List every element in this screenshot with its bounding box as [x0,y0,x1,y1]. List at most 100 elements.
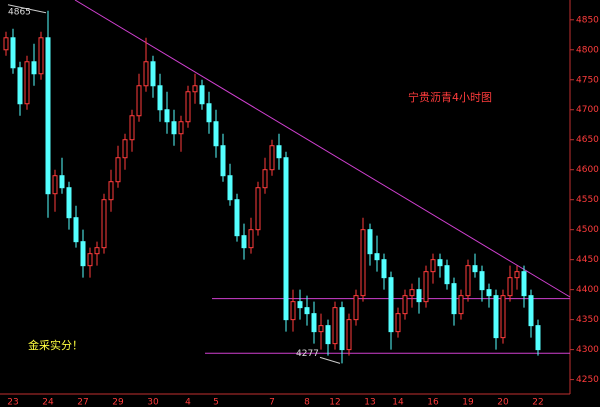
x-tick-label: 13 [364,398,375,407]
candle-body [115,157,121,183]
candle-body [157,85,163,111]
candle-body [59,175,65,189]
candle-body [444,265,450,285]
candle-body [395,313,401,333]
candle-body [178,121,184,135]
candle-body [325,325,331,345]
candle-body [10,37,16,69]
annotation-leader [7,4,47,14]
candle-body [290,301,296,321]
x-tick-label: 5 [213,398,219,407]
candle-body [220,145,226,177]
candle-body [31,61,37,75]
candle-body [143,61,149,87]
candle-body [129,115,135,141]
candle-body [535,325,541,351]
candle-body [227,175,233,201]
candle-body [311,313,317,333]
candle-body [3,37,9,51]
candle-body [206,103,212,123]
x-tick-label: 30 [147,398,159,407]
candle-body [381,259,387,279]
candle-body [318,325,324,333]
candle-body [248,229,254,249]
y-tick-label: 4550 [576,195,599,205]
candle-body [514,271,520,279]
annotation-leader [319,356,341,364]
candle-body [171,121,177,135]
candle-body [241,235,247,249]
candle-body [17,67,23,105]
candle-body [24,61,30,105]
y-tick-label: 4250 [576,375,599,385]
y-tick-label: 4600 [576,165,599,175]
y-tick-label: 4450 [576,255,599,265]
candle-body [122,139,128,159]
candle-body [276,145,282,159]
candle-body [297,301,303,309]
candle-body [185,91,191,123]
annotation: 4865 [8,7,31,17]
candle-body [101,199,107,249]
x-tick-label: 20 [497,398,509,407]
x-tick-label: 14 [392,398,404,407]
candle-body [262,169,268,189]
trend-line [74,0,571,298]
candle-body [353,295,359,321]
candle-body [388,277,394,333]
x-tick-label: 19 [462,398,474,407]
y-tick-label: 4350 [576,315,599,325]
candle-body [416,289,422,303]
caption: 金采实分！ [28,338,83,352]
candle-body [367,229,373,255]
y-tick-label: 4300 [576,345,599,355]
candle-body [108,181,114,201]
candle-body [437,259,443,267]
x-tick-label: 22 [532,398,543,407]
candle-body [479,271,485,291]
candle-body [94,247,100,255]
y-tick-label: 4500 [576,225,599,235]
x-tick-label: 8 [304,398,310,407]
x-tick-label: 29 [112,398,124,407]
candle-body [409,289,415,297]
y-tick-label: 4700 [576,105,599,115]
candle-body [486,289,492,297]
candle-body [73,217,79,243]
candle-body [199,85,205,105]
candle-body [458,295,464,315]
y-tick-label: 4850 [576,15,599,25]
candle-body [164,109,170,123]
x-tick-label: 27 [77,398,88,407]
candle-body [402,295,408,315]
candle-body [45,37,51,195]
candle-body [283,157,289,321]
y-tick-label: 4800 [576,45,599,55]
candle-body [430,259,436,273]
candle-body [80,241,86,267]
candle-body [339,307,345,351]
candle-body [52,175,58,195]
chart-title: 宁贵沥青4小时图 [408,90,492,104]
candle-body [472,265,478,273]
y-tick-label: 4650 [576,135,599,145]
x-tick-label: 4 [185,398,191,407]
candle-body [521,271,527,297]
candle-body [423,271,429,303]
candle-body [507,277,513,297]
candle-body [374,253,380,261]
candle-body [213,121,219,147]
candle-body [500,295,506,339]
candle-body [66,187,72,219]
candle-body [269,145,275,171]
candle-body [304,307,310,315]
annotation: 4277 [296,349,319,359]
candle-body [136,85,142,117]
candle-body [332,307,338,345]
x-tick-label: 23 [7,398,18,407]
candle-body [150,61,156,87]
candle-body [87,253,93,267]
candle-body [528,295,534,327]
candle-body [192,85,198,93]
